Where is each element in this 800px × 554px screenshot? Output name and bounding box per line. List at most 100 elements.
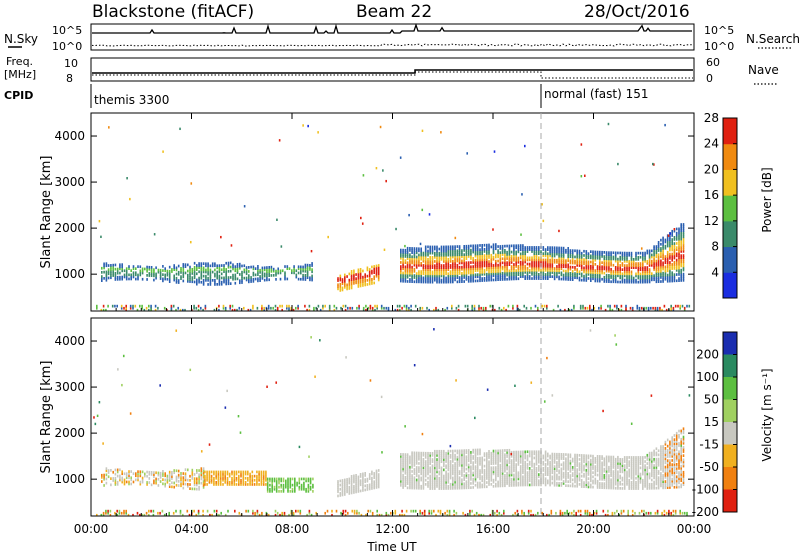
velocity-echo: [558, 484, 560, 487]
power-echo: [515, 273, 517, 277]
power-echo: [522, 264, 524, 268]
power-echo: [499, 263, 502, 267]
velocity-echo: [210, 481, 213, 484]
velocity-echo: [431, 464, 434, 468]
power-echo: [112, 263, 114, 267]
velocity-echo: [592, 475, 594, 479]
velocity-echo: [574, 480, 576, 484]
velocity-echo: [553, 475, 556, 479]
power-echo: [405, 306, 408, 310]
velocity-echo: [476, 485, 479, 489]
velocity-echo: [556, 477, 558, 481]
power-echo: [488, 249, 490, 253]
power-echo: [261, 274, 264, 278]
velocity-echo: [249, 472, 251, 476]
power-echo: [510, 269, 513, 273]
power-echo: [379, 125, 382, 129]
power-echo: [495, 270, 497, 273]
power-echo: [562, 246, 565, 250]
power-echo: [680, 233, 682, 237]
velocity-echo: [488, 481, 490, 484]
velocity-echo: [266, 490, 269, 493]
power-echo: [411, 274, 413, 277]
velocity-echo: [121, 470, 123, 474]
power-echo: [680, 237, 682, 241]
power-echo: [454, 251, 456, 255]
power-echo: [495, 245, 497, 248]
power-echo: [344, 277, 346, 281]
velocity-echo: [583, 454, 585, 457]
power-echo: [438, 247, 441, 251]
velocity-echo: [449, 453, 452, 457]
power-echo: [427, 278, 429, 282]
velocity-echo: [479, 456, 481, 460]
power-echo: [284, 275, 286, 279]
velocity-echo: [180, 476, 182, 479]
velocity-echo: [114, 483, 117, 486]
power-echo: [501, 267, 504, 271]
power-echo: [421, 129, 424, 133]
velocity-echo: [574, 474, 576, 478]
power-echo: [449, 278, 452, 282]
power-echo: [418, 259, 420, 263]
velocity-echo: [599, 475, 601, 479]
velocity-echo: [238, 483, 240, 486]
velocity-echo: [506, 465, 508, 469]
power-echo: [227, 278, 230, 281]
power-echo: [380, 306, 383, 310]
velocity-echo: [463, 451, 465, 455]
velocity-echo: [233, 474, 236, 478]
colorbar-segment: [723, 220, 737, 248]
power-echo: [638, 308, 641, 311]
power-echo: [470, 248, 472, 252]
velocity-echo: [535, 458, 538, 462]
colorbar-tick-label: 12: [704, 214, 719, 228]
power-echo: [155, 276, 157, 280]
velocity-echo: [542, 481, 545, 485]
velocity-echo: [576, 462, 578, 465]
power-echo: [424, 257, 427, 261]
velocity-echo: [251, 474, 254, 478]
power-echo: [220, 280, 223, 284]
power-echo: [616, 306, 618, 310]
power-echo: [295, 275, 298, 279]
velocity-echo: [266, 481, 269, 485]
velocity-echo: [431, 487, 434, 490]
power-echo: [497, 270, 499, 273]
velocity-echo: [353, 487, 355, 490]
power-echo: [339, 274, 342, 278]
velocity-echo: [436, 464, 438, 468]
velocity-echo: [592, 479, 594, 483]
power-echo: [214, 281, 216, 284]
power-echo: [499, 278, 502, 281]
power-echo: [436, 262, 438, 265]
power-echo: [243, 264, 246, 268]
velocity-echo: [436, 478, 438, 482]
velocity-echo: [590, 467, 592, 470]
velocity-echo: [413, 451, 416, 455]
velocity-echo: [436, 452, 438, 455]
velocity-echo: [569, 455, 572, 459]
power-echo: [413, 253, 416, 257]
velocity-echo: [368, 485, 371, 489]
velocity-echo: [116, 480, 119, 484]
velocity-echo: [470, 482, 472, 485]
power-echo: [440, 245, 443, 249]
velocity-echo: [196, 471, 198, 474]
power-echo: [642, 264, 644, 267]
power-echo: [517, 244, 520, 247]
power-echo: [413, 251, 416, 255]
power-echo: [513, 256, 515, 260]
velocity-echo: [436, 454, 438, 457]
velocity-echo: [506, 459, 508, 463]
power-echo: [605, 269, 608, 273]
velocity-echo: [215, 474, 217, 478]
power-echo: [671, 265, 673, 268]
power-echo: [654, 308, 657, 311]
velocity-echo: [567, 467, 569, 471]
power-echo: [508, 273, 511, 277]
velocity-echo: [429, 456, 431, 459]
power-echo: [642, 262, 644, 265]
power-echo: [402, 261, 404, 264]
power-echo: [472, 250, 474, 254]
